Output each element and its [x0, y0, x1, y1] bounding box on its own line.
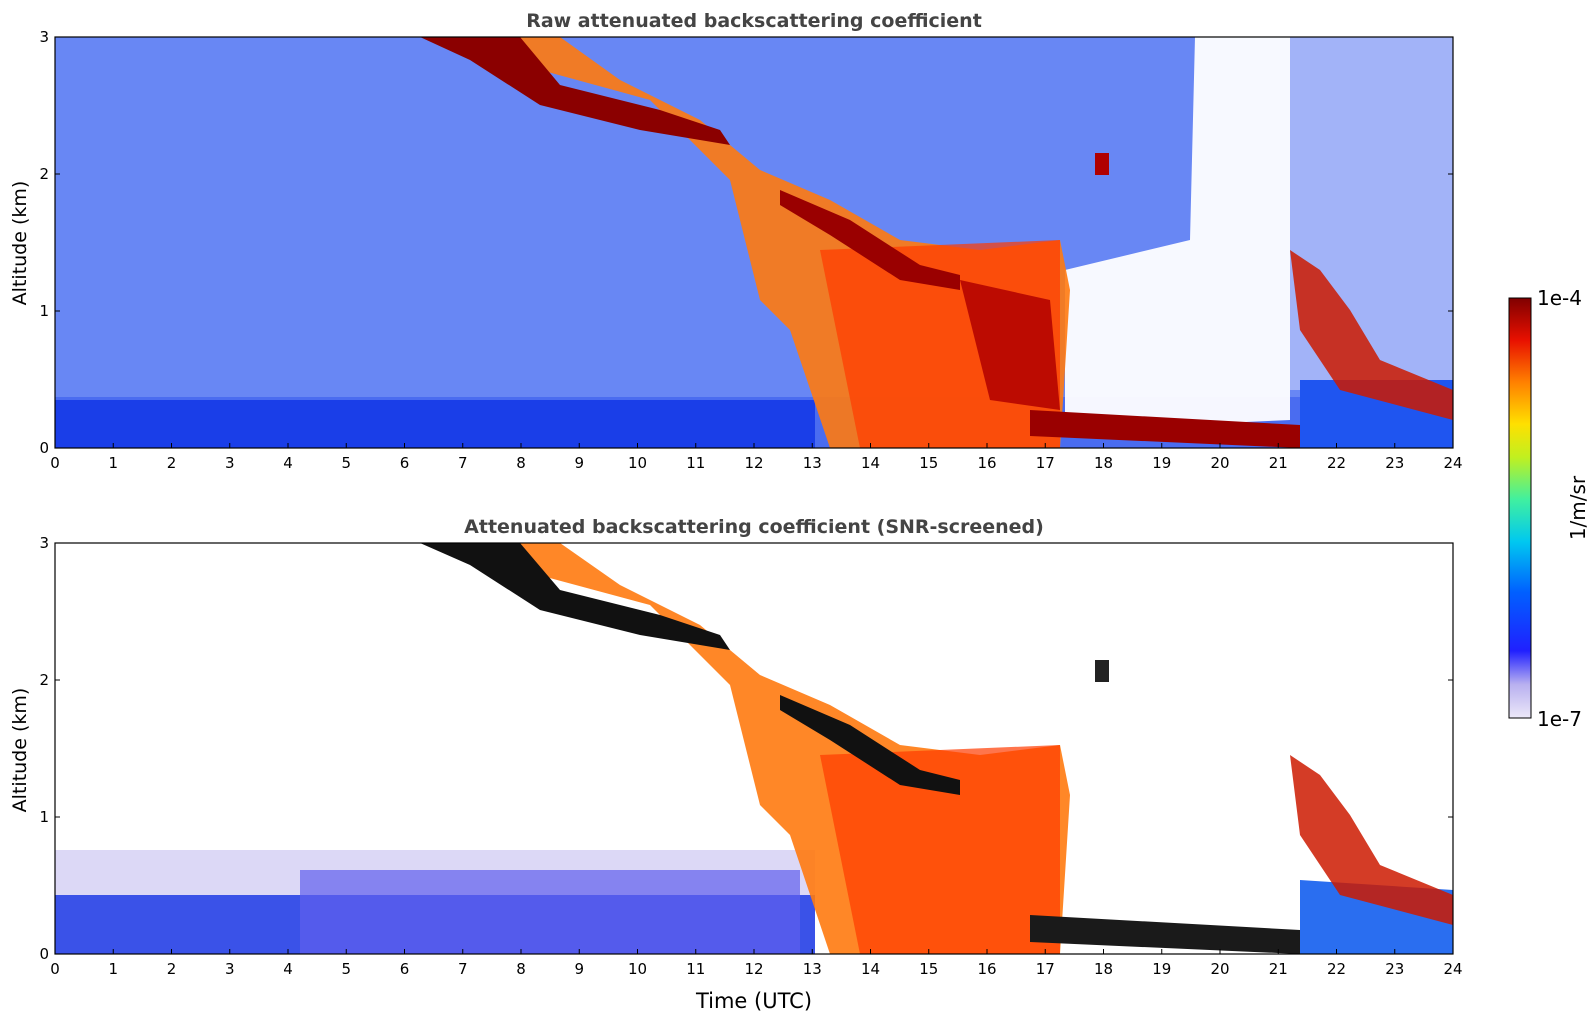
x-tick-label: 5 [341, 454, 351, 472]
x-tick-label: 15 [919, 960, 938, 978]
x-tick-label: 21 [1269, 960, 1288, 978]
x-tick-label: 18 [1094, 454, 1113, 472]
x-tick-label: 23 [1385, 960, 1404, 978]
x-tick-label: 11 [686, 454, 705, 472]
x-tick-label: 8 [516, 960, 526, 978]
x-tick-label: 6 [400, 454, 410, 472]
y-axis-label: Altitude (km) [9, 688, 31, 813]
x-tick-label: 12 [744, 960, 763, 978]
x-axis: 0 1 2 3 4 5 6 7 8 9 10 11 12 13 14 15 16 17 18 19 20 21 22 23 24 [50, 949, 1463, 978]
x-tick-label: 7 [458, 454, 468, 472]
x-tick-label: 0 [50, 454, 60, 472]
heatmap-snr-screened [55, 543, 1453, 954]
x-tick-label: 2 [167, 454, 177, 472]
colorbar-max-label: 1e-4 [1537, 286, 1582, 310]
y-tick-label: 3 [39, 534, 49, 552]
x-tick-label: 15 [919, 454, 938, 472]
x-tick-label: 9 [574, 960, 584, 978]
x-tick-label: 19 [1152, 454, 1171, 472]
x-axis: 0 1 2 3 4 5 6 7 8 9 10 11 12 13 14 15 16 17 18 19 20 21 22 23 24 [50, 443, 1463, 472]
x-tick-label: 16 [977, 960, 996, 978]
y-axis: 0 1 2 3 [39, 534, 1453, 963]
x-tick-label: 13 [803, 960, 822, 978]
x-tick-label: 19 [1152, 960, 1171, 978]
x-tick-label: 17 [1036, 960, 1055, 978]
x-tick-label: 16 [977, 454, 996, 472]
colorbar-gradient [1508, 297, 1532, 719]
x-tick-label: 12 [744, 454, 763, 472]
x-tick-label: 22 [1327, 454, 1346, 472]
colorbar: 1e-4 1e-7 1/m/sr [1508, 286, 1590, 731]
x-tick-label: 5 [341, 960, 351, 978]
y-tick-label: 1 [39, 808, 49, 826]
x-tick-label: 14 [861, 960, 880, 978]
y-tick-label: 0 [39, 439, 49, 457]
x-tick-label: 2 [167, 960, 177, 978]
panel-title: Attenuated backscattering coefficient (S… [464, 516, 1044, 538]
panel-title: Raw attenuated backscattering coefficien… [526, 10, 982, 32]
colorbar-label: 1/m/sr [1566, 475, 1590, 540]
x-tick-label: 9 [574, 454, 584, 472]
colorbar-min-label: 1e-7 [1537, 707, 1582, 731]
y-tick-label: 1 [39, 302, 49, 320]
x-tick-label: 17 [1036, 454, 1055, 472]
x-tick-label: 4 [283, 960, 293, 978]
y-tick-label: 0 [39, 945, 49, 963]
x-tick-label: 24 [1443, 960, 1462, 978]
y-tick-label: 2 [39, 165, 49, 183]
y-tick-label: 3 [39, 28, 49, 46]
x-tick-label: 1 [108, 454, 118, 472]
x-tick-label: 13 [803, 454, 822, 472]
x-tick-label: 1 [108, 960, 118, 978]
x-tick-label: 22 [1327, 960, 1346, 978]
x-tick-label: 3 [225, 960, 235, 978]
x-tick-label: 7 [458, 960, 468, 978]
y-axis: 0 1 2 3 [39, 28, 1453, 457]
x-tick-label: 0 [50, 960, 60, 978]
y-tick-label: 2 [39, 671, 49, 689]
x-axis-label: Time (UTC) [695, 989, 812, 1013]
panel-raw: Raw attenuated backscattering coefficien… [9, 10, 1463, 472]
x-tick-label: 10 [628, 960, 647, 978]
x-tick-label: 20 [1210, 960, 1229, 978]
x-tick-label: 4 [283, 454, 293, 472]
x-tick-label: 20 [1210, 454, 1229, 472]
x-tick-label: 23 [1385, 454, 1404, 472]
x-tick-label: 3 [225, 454, 235, 472]
x-tick-label: 6 [400, 960, 410, 978]
y-axis-label: Altitude (km) [9, 181, 31, 306]
x-tick-label: 11 [686, 960, 705, 978]
x-tick-label: 8 [516, 454, 526, 472]
panel-snr-screened: Attenuated backscattering coefficient (S… [9, 516, 1463, 1013]
x-tick-label: 21 [1269, 454, 1288, 472]
x-tick-label: 10 [628, 454, 647, 472]
x-tick-label: 14 [861, 454, 880, 472]
x-tick-label: 18 [1094, 960, 1113, 978]
heatmap-raw [55, 37, 1453, 448]
x-tick-label: 24 [1443, 454, 1462, 472]
